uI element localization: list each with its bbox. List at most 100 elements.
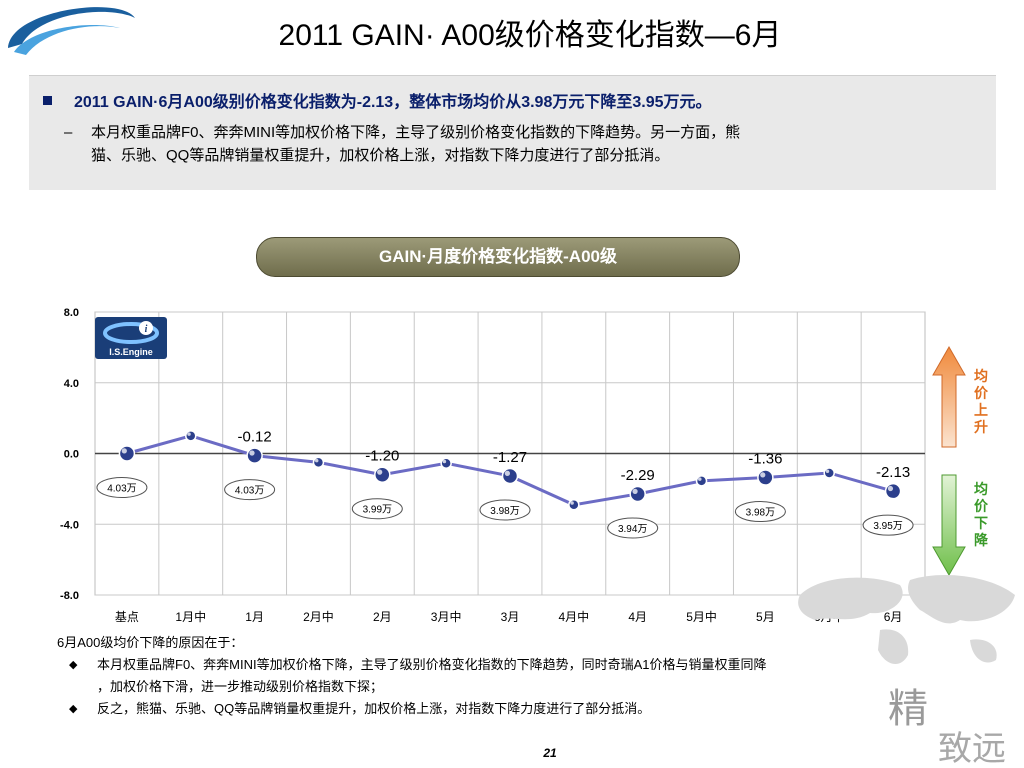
price-callout: 3.98万 bbox=[479, 499, 531, 521]
reason-item-1-line1: 本月权重品牌F0、奔奔MINI等加权价格下降，主导了级别价格变化指数的下降趋势，… bbox=[97, 657, 767, 672]
data-point-marker bbox=[246, 447, 263, 464]
data-point-highlight bbox=[314, 458, 319, 463]
data-point-marker bbox=[374, 466, 391, 483]
summary-detail-line2: 猫、乐驰、QQ等品牌销量权重提升，加权价格上涨，对指数下降力度进行了部分抵消。 bbox=[91, 147, 670, 164]
arrow-label-char: 价 bbox=[974, 385, 989, 401]
down-arrow-icon bbox=[932, 474, 966, 577]
price-callout-bubble bbox=[479, 499, 531, 521]
data-point bbox=[884, 482, 902, 500]
x-tick-label: 6月 bbox=[884, 610, 903, 624]
diamond-bullet-icon: ◆ bbox=[69, 659, 78, 671]
data-value-label: -1.36 bbox=[748, 451, 782, 468]
y-tick-label: -8.0 bbox=[60, 590, 79, 602]
brand-watermark: 精 致远 bbox=[888, 686, 1006, 765]
price-callout-label: 3.99万 bbox=[363, 505, 392, 516]
data-point bbox=[185, 430, 197, 442]
arrow-label-char: 均 bbox=[974, 368, 988, 384]
price-callout-label: 3.98万 bbox=[746, 508, 775, 519]
data-point bbox=[440, 457, 452, 469]
data-point-highlight bbox=[121, 448, 127, 454]
data-point-highlight bbox=[442, 459, 447, 464]
chart-series bbox=[118, 430, 902, 511]
price-callout-bubble bbox=[96, 477, 148, 498]
x-tick-label: 5月中 bbox=[686, 609, 717, 624]
reason-item-2: ◆ 反之，熊猫、乐驰、QQ等品牌销量权重提升，加权价格上涨，对指数下降力度进行了… bbox=[57, 698, 987, 720]
x-tick-label: 1月中 bbox=[175, 609, 206, 624]
price-callout-label: 3.95万 bbox=[873, 521, 902, 532]
x-tick-label: 基点 bbox=[115, 610, 139, 624]
data-point bbox=[118, 445, 136, 462]
world-map-watermark bbox=[798, 575, 1015, 665]
data-value-label: -0.12 bbox=[238, 429, 272, 446]
data-point-marker bbox=[757, 469, 774, 486]
price-callout-bubble bbox=[224, 479, 276, 501]
data-value-label: -2.13 bbox=[876, 464, 910, 481]
x-tick-label: 1月 bbox=[245, 610, 264, 624]
brand-char-1: 精 bbox=[888, 686, 928, 732]
data-point-highlight bbox=[698, 477, 702, 481]
reasons-section: 6月A00级均价下降的原因在于： ◆ 本月权重品牌F0、奔奔MINI等加权价格下… bbox=[57, 632, 987, 720]
diamond-bullet-icon: ◆ bbox=[69, 703, 78, 715]
x-tick-label: 3月 bbox=[501, 610, 520, 624]
y-tick-label: -4.0 bbox=[60, 519, 79, 531]
arrow-label-char: 下 bbox=[974, 515, 988, 531]
data-point-highlight bbox=[187, 432, 191, 436]
reasons-heading: 6月A00级均价下降的原因在于： bbox=[57, 635, 244, 650]
price-callout-label: 4.03万 bbox=[107, 484, 136, 495]
chart-labels: -0.12 -1.20 -1.27 -2.29 -1.36 -2.13 4.03万 4.03万… bbox=[96, 429, 914, 539]
line-chart: i I.S.Engine 8.0 4.0 0.0 -4.0 -8.0 基点 1月中 1月 2月中… bbox=[60, 307, 989, 624]
page-number: 21 bbox=[543, 746, 557, 760]
data-point-marker bbox=[629, 485, 646, 503]
data-point-highlight bbox=[760, 472, 766, 478]
data-point-highlight bbox=[825, 469, 830, 473]
data-point-highlight bbox=[504, 470, 510, 476]
data-point bbox=[629, 485, 646, 503]
x-tick-label: 4月中 bbox=[559, 609, 590, 624]
data-point-marker bbox=[884, 482, 902, 500]
x-tick-label: 2月 bbox=[373, 610, 392, 624]
data-point bbox=[501, 467, 519, 485]
x-tick-label: 3月中 bbox=[431, 609, 462, 624]
data-point bbox=[823, 467, 835, 479]
summary-headline: 2011 GAIN·6月A00级别价格变化指数为-2.13，整体市场均价从3.9… bbox=[43, 88, 983, 112]
data-point-highlight bbox=[570, 501, 574, 505]
price-callout-bubble bbox=[351, 498, 403, 520]
arrow-label-char: 价 bbox=[974, 498, 989, 514]
data-point-marker bbox=[823, 467, 835, 479]
price-callout-bubble bbox=[862, 514, 914, 536]
slide-title: 2011 GAIN· A00级价格变化指数—6月 bbox=[278, 19, 782, 52]
arrow-label-char: 降 bbox=[974, 532, 989, 548]
price-callout: 3.95万 bbox=[862, 514, 914, 536]
data-point-marker bbox=[695, 475, 708, 487]
price-callout: 3.98万 bbox=[734, 501, 786, 523]
arrow-label-char: 上 bbox=[974, 402, 988, 418]
data-point-marker bbox=[568, 499, 580, 511]
data-value-label: -2.29 bbox=[621, 467, 655, 484]
price-callout: 4.03万 bbox=[224, 479, 276, 501]
corner-swoosh-logo bbox=[8, 7, 135, 55]
data-point-highlight bbox=[887, 485, 894, 492]
reason-item-2-text: 反之，熊猫、乐驰、QQ等品牌销量权重提升，加权价格上涨，对指数下降力度进行了部分… bbox=[97, 701, 651, 716]
logo-text: I.S.Engine bbox=[109, 347, 153, 357]
x-tick-label: 2月中 bbox=[303, 609, 334, 624]
down-arrow-label: 均价下降 bbox=[974, 481, 989, 548]
summary-detail: – 本月权重品牌F0、奔奔MINI等加权价格下降，主导了级别价格变化指数的下降趋… bbox=[64, 121, 981, 167]
summary-box: 2011 GAIN·6月A00级别价格变化指数为-2.13，整体市场均价从3.9… bbox=[29, 75, 996, 190]
reason-item-1: ◆ 本月权重品牌F0、奔奔MINI等加权价格下降，主导了级别价格变化指数的下降趋… bbox=[57, 654, 987, 698]
chart-title: GAIN·月度价格变化指数-A00级 bbox=[256, 237, 740, 277]
data-point bbox=[312, 456, 325, 469]
price-callout-bubble bbox=[734, 501, 786, 523]
price-callout: 4.03万 bbox=[96, 477, 148, 498]
summary-detail-line1: 本月权重品牌F0、奔奔MINI等加权价格下降，主导了级别价格变化指数的下降趋势。… bbox=[91, 124, 741, 141]
x-tick-label: 4月 bbox=[628, 610, 647, 624]
data-point-marker bbox=[118, 445, 136, 462]
price-callout-bubble bbox=[607, 517, 659, 539]
y-tick-label: 8.0 bbox=[64, 307, 79, 319]
price-callout: 3.94万 bbox=[607, 517, 659, 539]
data-point-marker bbox=[312, 456, 325, 469]
square-bullet-icon bbox=[43, 96, 52, 105]
data-point bbox=[695, 475, 708, 487]
data-value-label: -1.27 bbox=[493, 449, 527, 466]
brand-chars-2: 致远 bbox=[938, 729, 1006, 765]
